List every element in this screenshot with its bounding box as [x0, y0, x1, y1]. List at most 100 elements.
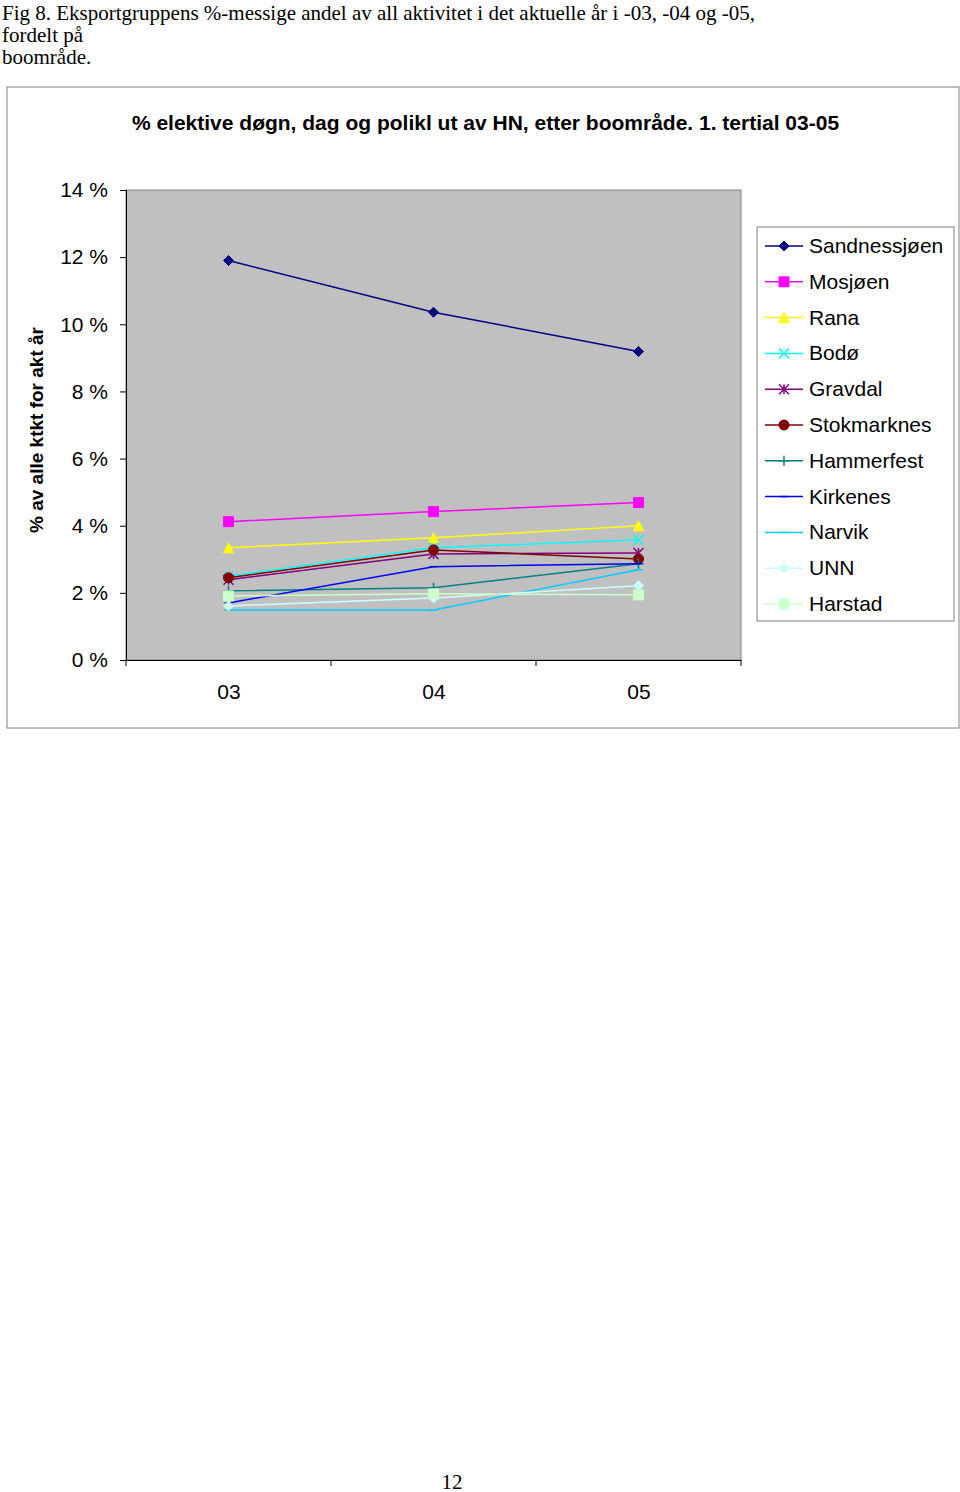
series-marker: [224, 573, 234, 583]
page-number: 12: [442, 1470, 463, 1492]
y-tick-mark: [120, 593, 126, 594]
category-divider: [536, 660, 537, 666]
y-axis: 0 % 2 % 4 % 6 % 8 % 10 % 12 % 14 %: [60, 178, 126, 671]
legend-label: Kirkenes: [809, 485, 891, 508]
x-tick: 03: [217, 660, 240, 703]
x-axis-line: [127, 660, 742, 661]
legend-label: Gravdal: [809, 377, 883, 400]
y-axis-title: % av alle ktkt for akt år: [26, 326, 47, 533]
y-tick: 2 %: [72, 581, 126, 604]
series-marker: [635, 569, 643, 571]
y-tick-label: 4 %: [72, 514, 108, 537]
series-line: [229, 570, 639, 610]
legend-item: Narvik: [765, 520, 869, 543]
category-divider: [126, 660, 127, 666]
legend-item: Sandnessjøen: [765, 234, 943, 257]
series-marker: [429, 589, 439, 599]
legend-marker: [779, 348, 789, 358]
y-tick: 4 %: [72, 514, 126, 537]
legend-marker: [779, 241, 789, 251]
series-marker: [429, 545, 439, 555]
legend-line: [765, 532, 803, 534]
series-marker: [224, 543, 234, 553]
legend-line: [765, 496, 803, 498]
y-tick-label: 6 %: [72, 447, 108, 470]
x-tick-label: 03: [217, 680, 240, 703]
legend-label: Narvik: [809, 520, 869, 543]
series-marker: [634, 535, 644, 545]
x-tick: 04: [422, 660, 446, 703]
series-marker: [224, 517, 234, 527]
plot-area: [126, 190, 741, 660]
series-line: [229, 564, 639, 603]
y-tick-mark: [120, 660, 126, 661]
y-tick: 14 %: [60, 178, 126, 201]
legend-marker: [779, 420, 789, 430]
legend-item: Mosjøen: [765, 270, 890, 293]
series-marker: [634, 590, 644, 600]
legend-marker: [779, 384, 789, 394]
series-marker: [429, 533, 439, 543]
y-tick-mark: [120, 324, 126, 325]
y-tick-mark: [120, 391, 126, 392]
legend-label: Rana: [809, 306, 860, 329]
y-tick: 6 %: [72, 447, 126, 470]
series-marker: [634, 498, 644, 508]
series-marker: [429, 307, 439, 317]
series-marker: [634, 581, 644, 591]
legend-label: UNN: [809, 556, 855, 579]
y-tick-label: 12 %: [60, 245, 108, 268]
x-tick-label: 05: [627, 680, 650, 703]
caption-line: boområde.: [2, 45, 91, 69]
series-marker: [430, 566, 438, 568]
legend-item: Bodø: [765, 341, 859, 364]
chart-title: % elektive døgn, dag og polikl ut av HN,…: [132, 111, 839, 134]
y-tick-label: 14 %: [60, 178, 108, 201]
chart-frame: [7, 87, 959, 728]
y-tick-mark: [120, 459, 126, 460]
y-tick: 12 %: [60, 245, 126, 268]
y-tick: 0 %: [72, 648, 126, 671]
legend-item: Hammerfest: [765, 449, 924, 472]
series-marker: [635, 563, 643, 565]
series-marker: [634, 346, 644, 356]
y-tick-label: 2 %: [72, 581, 108, 604]
legend-marker: [779, 277, 789, 287]
legend-item: Kirkenes: [765, 485, 891, 508]
page: Fig 8. Eksportgruppens %-messige andel a…: [0, 0, 960, 1492]
series-marker: [224, 256, 234, 266]
legend-label: Sandnessjøen: [809, 234, 943, 257]
y-tick: 8 %: [72, 380, 126, 403]
legend-item: Harstad: [765, 592, 883, 615]
caption: Fig 8. Eksportgruppens %-messige andel a…: [2, 1, 755, 69]
category-divider: [741, 660, 742, 666]
caption-line: fordelt på: [2, 23, 84, 47]
caption-line: Fig 8. Eksportgruppens %-messige andel a…: [2, 1, 755, 25]
series-marker: [224, 591, 234, 601]
legend-item: UNN: [765, 556, 855, 579]
series-marker: [634, 559, 644, 569]
x-axis: 03 04 05: [127, 660, 742, 703]
legend-item: Stokmarknes: [765, 413, 932, 436]
x-tick: 05: [627, 660, 650, 703]
legend-marker: [779, 599, 789, 609]
legend-label: Hammerfest: [809, 449, 924, 472]
legend-item: Gravdal: [765, 377, 883, 400]
category-divider: [331, 660, 332, 666]
legend-label: Mosjøen: [809, 270, 890, 293]
legend-box: [757, 227, 954, 621]
series-marker: [429, 507, 439, 517]
series-marker: [634, 521, 644, 531]
y-axis-line: [120, 191, 127, 661]
series-line: [229, 503, 639, 522]
y-tick-label: 8 %: [72, 380, 108, 403]
legend-label: Bodø: [809, 341, 859, 364]
y-tick-mark: [120, 526, 126, 527]
y-tick-mark: [120, 190, 126, 191]
series-marker: [224, 601, 234, 611]
legend-label: Stokmarknes: [809, 413, 932, 436]
y-tick-label: 0 %: [72, 648, 108, 671]
legend-marker: [779, 456, 789, 466]
y-tick: 10 %: [60, 313, 126, 336]
x-tick-label: 04: [422, 680, 446, 703]
